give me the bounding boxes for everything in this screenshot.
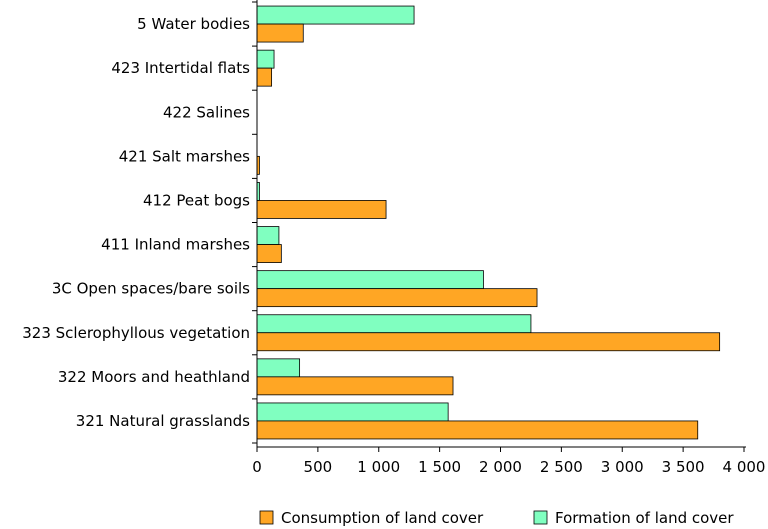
axes [252, 0, 746, 448]
x-tick-label: 0 [252, 458, 262, 476]
x-tick-label: 2 500 [540, 458, 583, 476]
x-tick-label: 1 500 [418, 458, 461, 476]
x-axis-ticks: 0 500 1 000 1 500 2 000 2 500 3 000 3 500 4 000 [252, 447, 765, 476]
bar-consumption-8 [256, 376, 454, 396]
category-label: 412 Peat bogs [143, 191, 250, 209]
category-labels: 5 Water bodies 423 Intertidal flats 422 Sa… [22, 15, 250, 430]
legend: Consumption of land cover Formation of la… [259, 509, 734, 527]
bar-consumption-9 [256, 420, 699, 440]
bar-consumption-4 [256, 200, 387, 219]
bar-formation-9 [256, 402, 449, 422]
legend-label: Consumption of land cover [281, 509, 484, 527]
bars-layer [256, 5, 721, 440]
bar-formation-6 [256, 270, 484, 290]
category-label: 321 Natural grasslands [76, 412, 250, 430]
legend-swatch-formation [533, 510, 548, 525]
x-tick-label: 500 [304, 458, 333, 476]
category-label: 5 Water bodies [137, 15, 250, 33]
category-label: 322 Moors and heathland [58, 368, 250, 386]
bar-formation-5 [256, 226, 280, 245]
bar-consumption-7 [256, 332, 721, 352]
category-label: 411 Inland marshes [101, 236, 250, 254]
category-label: 421 Salt marshes [119, 147, 250, 165]
x-tick-label: 1 000 [357, 458, 400, 476]
category-label: 323 Sclerophyllous vegetation [22, 324, 250, 342]
bar-formation-1 [256, 49, 275, 69]
bar-consumption-5 [256, 244, 282, 263]
bar-consumption-0 [256, 23, 304, 43]
category-label: 423 Intertidal flats [111, 59, 250, 77]
legend-swatch-consumption [259, 510, 274, 525]
bar-formation-7 [256, 314, 532, 334]
legend-label: Formation of land cover [555, 509, 734, 527]
bar-formation-8 [256, 358, 301, 378]
bar-consumption-1 [256, 67, 273, 87]
bar-formation-0 [256, 5, 415, 25]
category-label: 3C Open spaces/bare soils [52, 280, 250, 298]
category-label: 422 Salines [163, 103, 250, 121]
x-tick-label: 3 500 [662, 458, 705, 476]
x-tick-label: 2 000 [479, 458, 522, 476]
x-tick-label: 3 000 [601, 458, 644, 476]
bar-consumption-6 [256, 288, 538, 308]
x-tick-label: 4 000 [723, 458, 766, 476]
